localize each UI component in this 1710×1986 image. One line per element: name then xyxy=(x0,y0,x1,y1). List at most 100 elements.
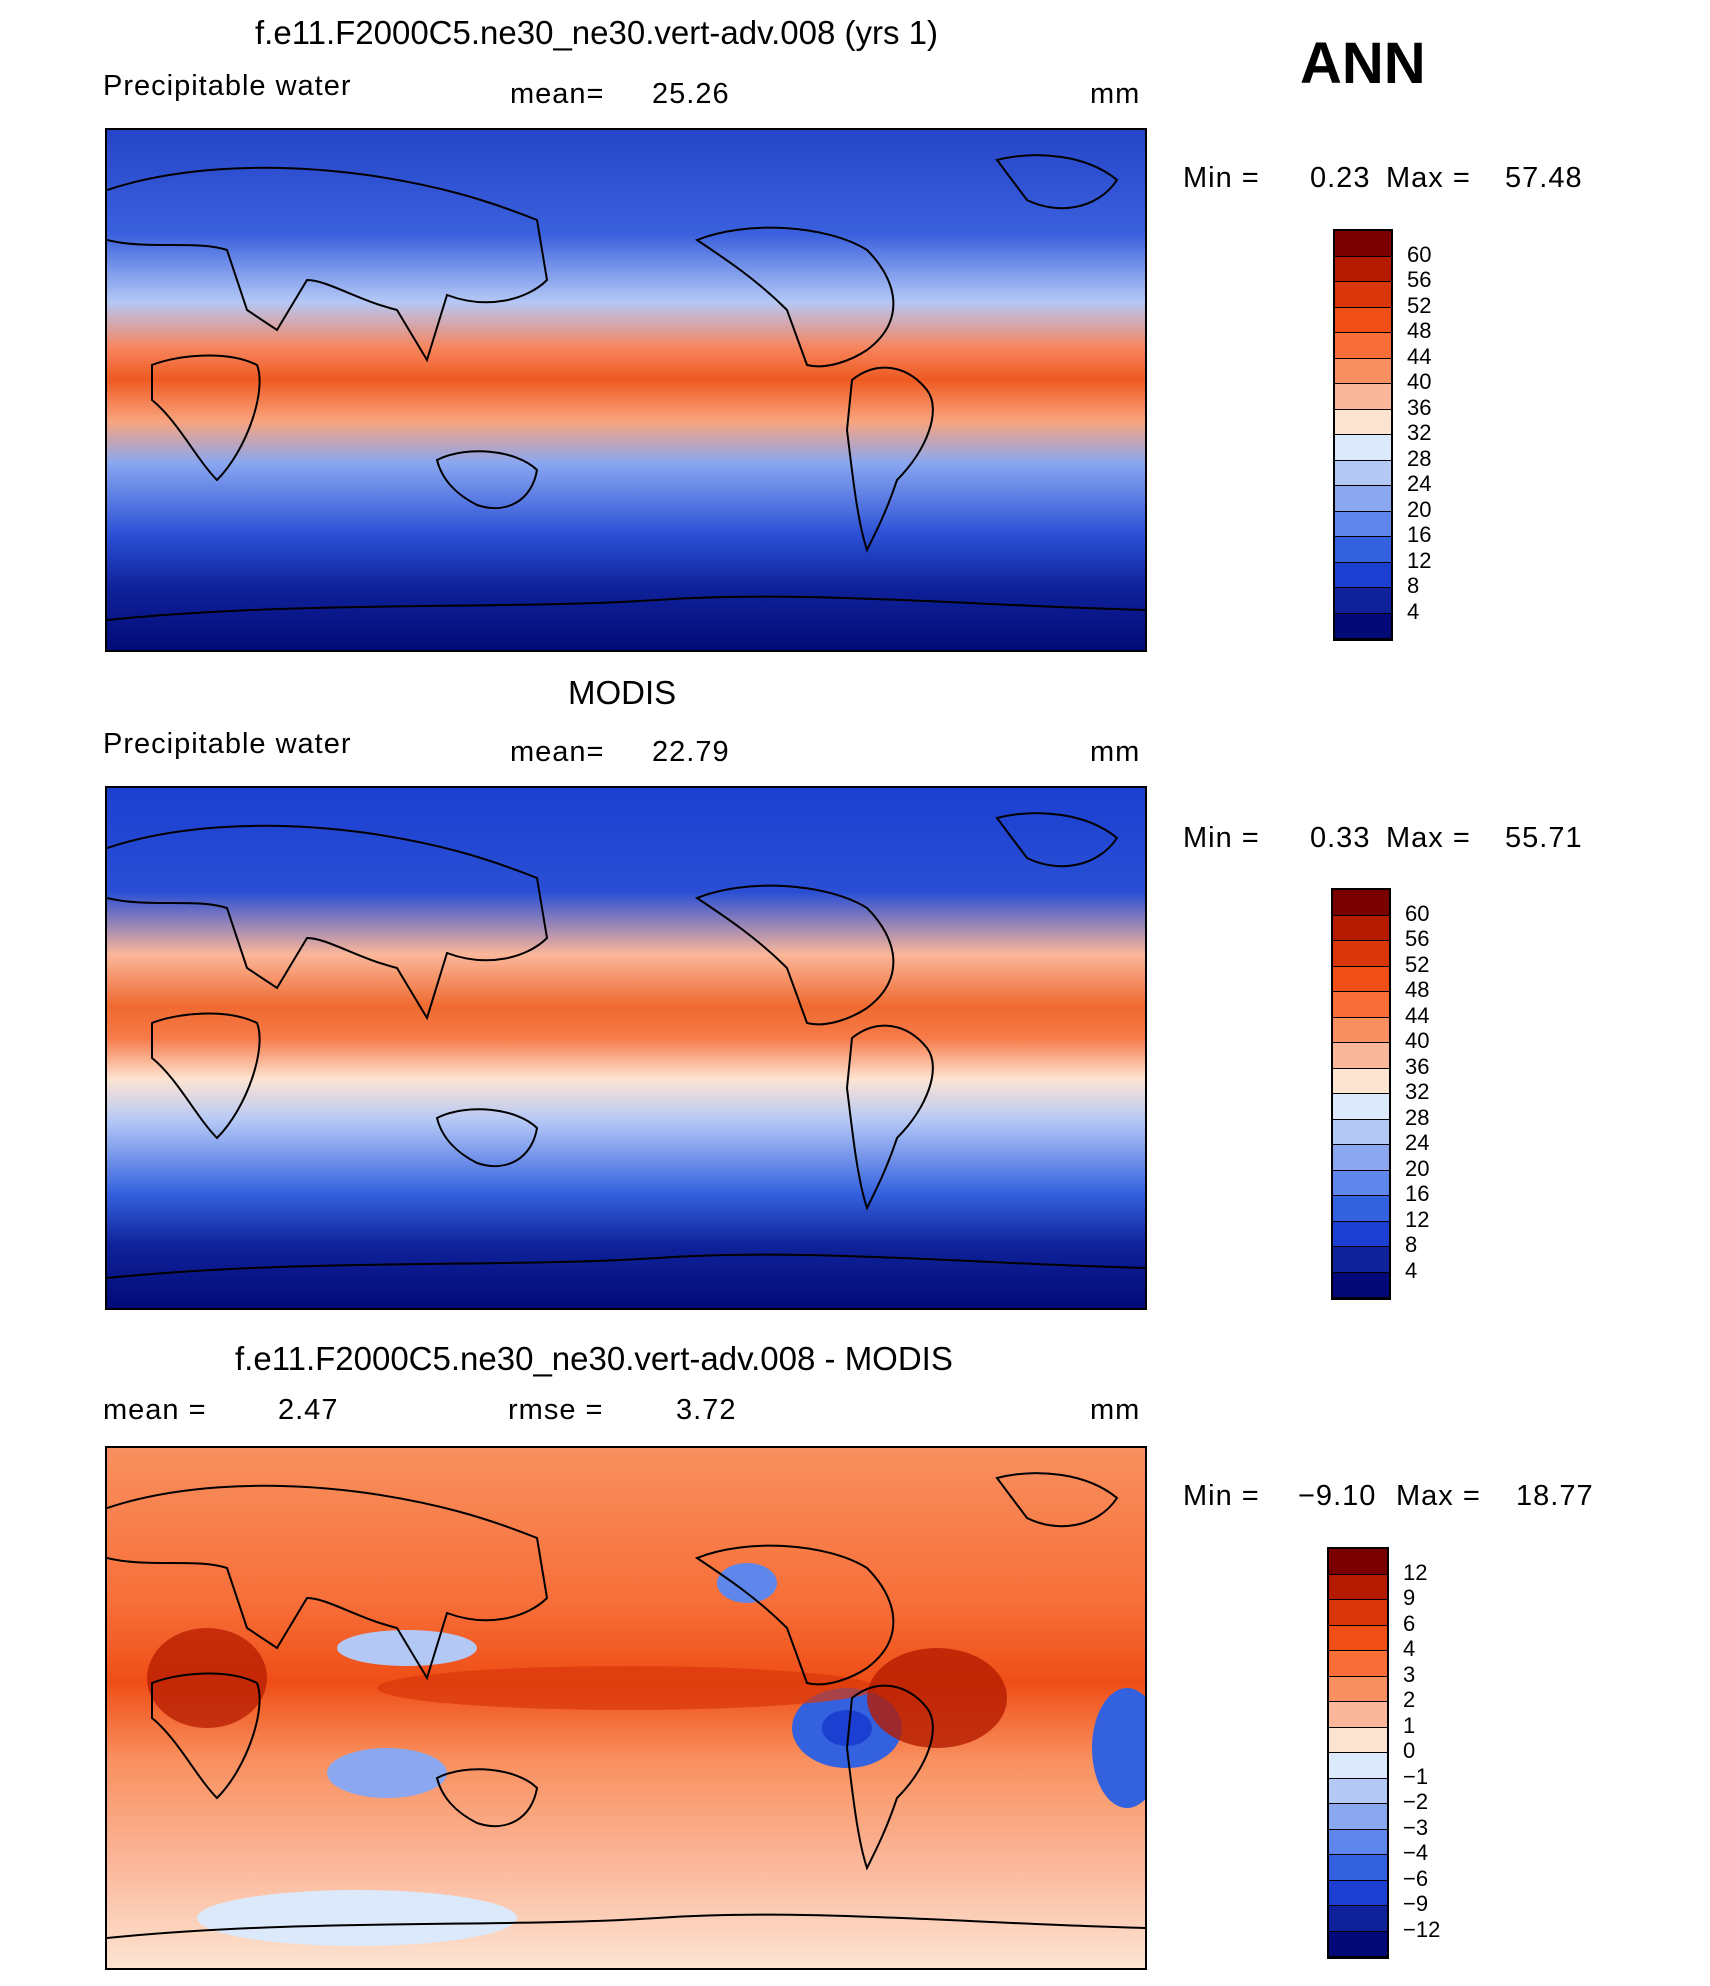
colorbar-tick-label: 4 xyxy=(1407,598,1420,624)
colorbar-tick-label: 36 xyxy=(1405,1053,1430,1079)
colorbar-tick-label: 56 xyxy=(1407,267,1432,292)
colorbar-tick-label: −2 xyxy=(1403,1789,1429,1814)
colorbar-segment xyxy=(1335,511,1391,537)
colorbar-segment xyxy=(1333,966,1389,992)
colorbar-tick-label: 12 xyxy=(1403,1559,1428,1585)
colorbar-tick-label: 12 xyxy=(1405,1206,1430,1232)
colorbar-tick-label: 48 xyxy=(1405,977,1430,1002)
panel2-field xyxy=(107,788,1145,1308)
colorbar-tick-label: 4 xyxy=(1405,1257,1418,1283)
colorbar-tick-label: −1 xyxy=(1403,1763,1429,1789)
colorbar-segment xyxy=(1329,1727,1387,1753)
colorbar-segment xyxy=(1335,282,1391,308)
colorbar-tick-label: 20 xyxy=(1407,496,1432,522)
panel3-positive-patch xyxy=(867,1648,1007,1748)
colorbar-tick-label: 6 xyxy=(1403,1610,1416,1636)
panel3-negative-core xyxy=(822,1710,872,1746)
panel1-mean-value: 25.26 xyxy=(652,78,730,110)
colorbar-segment xyxy=(1333,1221,1389,1247)
colorbar-segment xyxy=(1329,1906,1387,1932)
colorbar-tick-label: 52 xyxy=(1405,951,1430,977)
colorbar-tick-label: 52 xyxy=(1407,292,1432,318)
colorbar-segment xyxy=(1333,1017,1389,1043)
panel1-title: f.e11.F2000C5.ne30_ne30.vert-adv.008 (yr… xyxy=(255,14,939,51)
panel3-rmse-value: 3.72 xyxy=(676,1394,737,1426)
colorbar-tick-label: −6 xyxy=(1403,1865,1429,1891)
season-label: ANN xyxy=(1300,31,1426,96)
panel3-negative-patch xyxy=(337,1630,477,1666)
colorbar-segment xyxy=(1335,231,1391,257)
panel3-negative-patch xyxy=(717,1563,777,1603)
panel2-min-label: Min = xyxy=(1183,822,1260,854)
colorbar-segment xyxy=(1329,1855,1387,1881)
colorbar-segment xyxy=(1329,1651,1387,1677)
colorbar-segment xyxy=(1329,1753,1387,1779)
colorbar-segment xyxy=(1329,1778,1387,1804)
colorbar-segment xyxy=(1329,1600,1387,1626)
colorbar-tick-label: 40 xyxy=(1407,369,1432,394)
colorbar-segment xyxy=(1329,1549,1387,1575)
colorbar-tick-label: 56 xyxy=(1405,926,1430,951)
colorbar-tick-label: 8 xyxy=(1405,1232,1418,1257)
colorbar-segment xyxy=(1333,1068,1389,1094)
panel1-mean-label: mean= xyxy=(510,78,605,110)
panel3-colorbar xyxy=(1327,1547,1389,1959)
panel3-min-label: Min = xyxy=(1183,1480,1260,1512)
panel1-min-value: 0.23 xyxy=(1310,162,1371,194)
colorbar-tick-label: 44 xyxy=(1407,343,1432,369)
colorbar-segment xyxy=(1335,256,1391,282)
colorbar-segment xyxy=(1333,1272,1389,1298)
panel2-map xyxy=(105,786,1147,1310)
colorbar-tick-label: 12 xyxy=(1407,547,1432,573)
panel3-max-value: 18.77 xyxy=(1516,1480,1594,1512)
panel1-units: mm xyxy=(1090,78,1141,110)
colorbar-segment xyxy=(1335,307,1391,333)
colorbar-tick-label: 0 xyxy=(1403,1738,1416,1763)
colorbar-segment xyxy=(1329,1702,1387,1728)
colorbar-tick-label: 16 xyxy=(1407,522,1432,547)
panel2-mean-label: mean= xyxy=(510,736,605,768)
colorbar-segment xyxy=(1329,1625,1387,1651)
panel1-field xyxy=(107,130,1145,650)
colorbar-segment xyxy=(1333,1145,1389,1171)
colorbar-segment xyxy=(1333,1247,1389,1273)
panel3-max-label: Max = xyxy=(1396,1480,1481,1512)
colorbar-segment xyxy=(1329,1931,1387,1957)
colorbar-tick-label: 32 xyxy=(1407,420,1432,445)
panel3-mean-value: 2.47 xyxy=(278,1394,339,1426)
colorbar-tick-label: 8 xyxy=(1407,573,1420,598)
colorbar-segment xyxy=(1335,435,1391,461)
colorbar-tick-label: 1 xyxy=(1403,1712,1416,1738)
panel1-map-svg xyxy=(107,130,1145,650)
colorbar-tick-label: 4 xyxy=(1403,1636,1416,1661)
colorbar-tick-label: 28 xyxy=(1407,445,1432,471)
colorbar-segment xyxy=(1333,1094,1389,1120)
colorbar-segment xyxy=(1329,1829,1387,1855)
panel3-positive-band xyxy=(377,1666,877,1710)
panel2-mean-value: 22.79 xyxy=(652,736,730,768)
panel2-coastlines xyxy=(107,812,1145,1279)
colorbar-segment xyxy=(1329,1676,1387,1702)
panel3-negative-patch xyxy=(1092,1688,1145,1808)
panel3-map xyxy=(105,1446,1147,1970)
panel2-max-label: Max = xyxy=(1386,822,1471,854)
colorbar-tick-label: −4 xyxy=(1403,1840,1429,1865)
panel3-mean-label: mean = xyxy=(103,1394,207,1426)
panel1-max-label: Max = xyxy=(1386,162,1471,194)
colorbar-tick-label: −3 xyxy=(1403,1814,1429,1840)
colorbar-tick-label: 28 xyxy=(1405,1104,1430,1130)
panel1-coastlines xyxy=(107,154,1145,621)
panel2-variable: Precipitable water xyxy=(103,728,352,760)
panel2-map-svg xyxy=(107,788,1145,1308)
colorbar-tick-label: 48 xyxy=(1407,318,1432,343)
colorbar-tick-label: 44 xyxy=(1405,1002,1430,1028)
panel2-max-value: 55.71 xyxy=(1505,822,1583,854)
colorbar-segment xyxy=(1333,915,1389,941)
panel3-negative-patch xyxy=(197,1890,517,1946)
colorbar-tick-label: 36 xyxy=(1407,394,1432,420)
panel3-negative-patch xyxy=(327,1748,447,1798)
colorbar-tick-label: 3 xyxy=(1403,1661,1416,1687)
colorbar-segment xyxy=(1335,613,1391,639)
panel3-title: f.e11.F2000C5.ne30_ne30.vert-adv.008 - M… xyxy=(235,1340,953,1377)
